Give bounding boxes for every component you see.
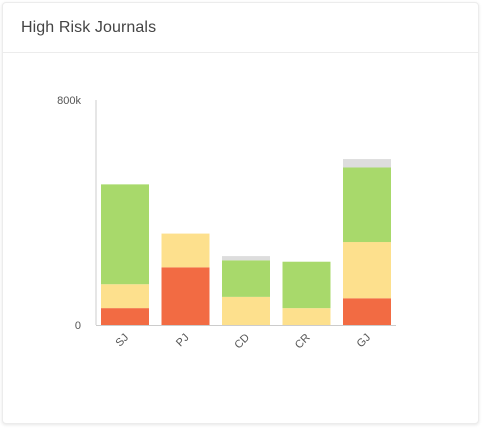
bar-pj-high[interactable] <box>161 267 210 325</box>
x-tick-label-gj: GJ <box>355 332 373 350</box>
bar-gj-medium[interactable] <box>343 242 391 299</box>
bar-cd-medium[interactable] <box>222 296 270 325</box>
x-tick-label-sj: SJ <box>114 332 132 350</box>
bar-cr-low[interactable] <box>282 261 331 309</box>
high-risk-journals-card: High Risk Journals <box>2 2 479 424</box>
bar-gj-other[interactable] <box>343 159 391 168</box>
bar-gj-low[interactable] <box>343 167 391 243</box>
bar-cr-medium[interactable] <box>282 308 331 325</box>
bar-cd-low[interactable] <box>222 260 270 297</box>
bar-pj-medium[interactable] <box>161 233 210 268</box>
y-tick-label: 800k <box>57 95 81 107</box>
bar-cd-other[interactable] <box>222 256 270 261</box>
bar-sj-high[interactable] <box>101 308 149 325</box>
x-tick-label-pj: PJ <box>174 332 192 350</box>
bar-gj-high[interactable] <box>343 298 391 325</box>
y-tick-label: 0 <box>75 320 81 332</box>
x-tick-label-cr: CR <box>293 332 313 352</box>
card-title: High Risk Journals <box>21 19 157 36</box>
bars-layer <box>101 159 391 325</box>
card-header: High Risk Journals <box>3 3 478 53</box>
bar-sj-medium[interactable] <box>101 284 149 309</box>
bar-sj-low[interactable] <box>101 184 149 285</box>
x-tick-label-cd: CD <box>232 332 252 352</box>
